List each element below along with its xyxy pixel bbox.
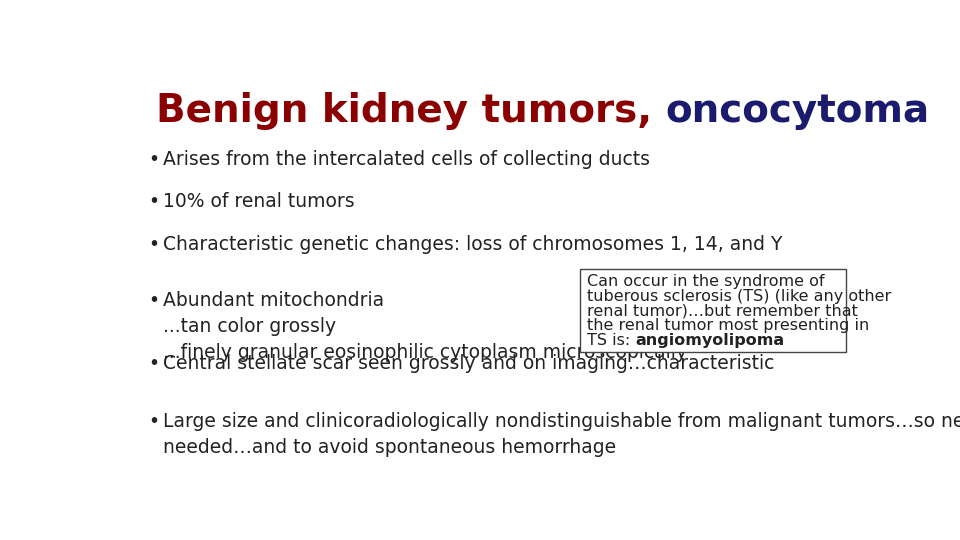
Text: •: • [148,192,159,211]
Text: Characteristic genetic changes: loss of chromosomes 1, 14, and Y: Characteristic genetic changes: loss of … [163,235,782,254]
Text: renal tumor)…but remember that: renal tumor)…but remember that [588,303,858,319]
Text: •: • [148,150,159,169]
Text: Arises from the intercalated cells of collecting ducts: Arises from the intercalated cells of co… [163,150,650,169]
Text: oncocytoma: oncocytoma [665,92,929,130]
Text: •: • [148,354,159,373]
Text: tuberous sclerosis (TS) (like any other: tuberous sclerosis (TS) (like any other [588,288,892,303]
Text: TS is:: TS is: [588,333,636,348]
Text: Large size and clinicoradiologically nondistinguishable from malignant tumors…so: Large size and clinicoradiologically non… [163,412,960,457]
Text: 10% of renal tumors: 10% of renal tumors [163,192,355,211]
Text: the renal tumor most presenting in: the renal tumor most presenting in [588,319,870,333]
Text: •: • [148,412,159,431]
Text: •: • [148,235,159,254]
Text: •: • [148,292,159,310]
Text: angiomyolipoma: angiomyolipoma [636,333,784,348]
Text: Benign kidney tumors,: Benign kidney tumors, [156,92,665,130]
Text: Abundant mitochondria
...tan color grossly
...finely granular eosinophilic cytop: Abundant mitochondria ...tan color gross… [163,292,687,362]
Text: Can occur in the syndrome of: Can occur in the syndrome of [588,274,825,288]
FancyBboxPatch shape [580,268,846,352]
Text: Central stellate scar seen grossly and on imaging…characteristic: Central stellate scar seen grossly and o… [163,354,775,373]
